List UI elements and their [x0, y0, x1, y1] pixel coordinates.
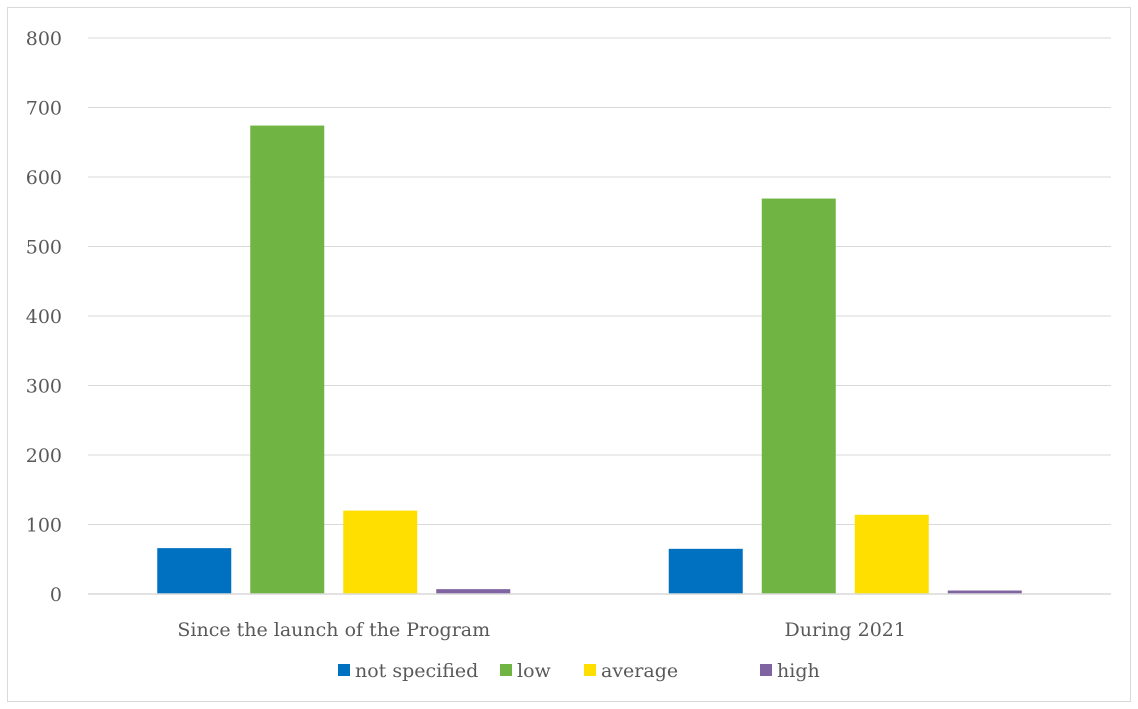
x-axis-category-labels: Since the launch of the Program During 20… [177, 619, 906, 641]
y-tick-label: 800 [26, 28, 62, 50]
legend-label: not specified [355, 660, 478, 682]
legend: not specified low average high [338, 660, 820, 682]
legend-item-average: average [584, 660, 678, 682]
bar-high-0 [436, 589, 511, 594]
legend-item-high: high [760, 660, 820, 682]
gridlines [88, 37, 1111, 525]
y-tick-label: 100 [26, 515, 62, 537]
y-tick-label: 400 [26, 306, 62, 328]
bar-high-1 [947, 590, 1022, 594]
x-category-label: Since the launch of the Program [177, 619, 490, 641]
y-axis-tick-labels: 0 100 200 300 400 500 600 700 800 [26, 28, 62, 606]
legend-label: high [777, 660, 820, 682]
legend-label: low [517, 660, 552, 682]
legend-item-not-specified: not specified [338, 660, 478, 682]
y-tick-label: 500 [26, 237, 62, 259]
bar-low-0 [250, 125, 325, 594]
x-category-label: During 2021 [785, 619, 906, 641]
legend-label: average [601, 660, 678, 682]
bar-not-specified-0 [157, 548, 232, 594]
y-tick-label: 300 [26, 376, 62, 398]
legend-item-low: low [500, 660, 552, 682]
bar-low-1 [761, 198, 836, 595]
legend-swatch [338, 664, 350, 676]
legend-swatch [584, 664, 596, 676]
y-tick-label: 0 [50, 584, 62, 606]
y-tick-label: 600 [26, 167, 62, 189]
bar-average-0 [343, 510, 418, 594]
y-tick-label: 700 [26, 98, 62, 120]
legend-swatch [500, 664, 512, 676]
bar-not-specified-1 [668, 548, 743, 594]
legend-swatch [760, 664, 772, 676]
bars [157, 125, 1022, 595]
bar-average-1 [854, 514, 929, 594]
y-tick-label: 200 [26, 445, 62, 467]
